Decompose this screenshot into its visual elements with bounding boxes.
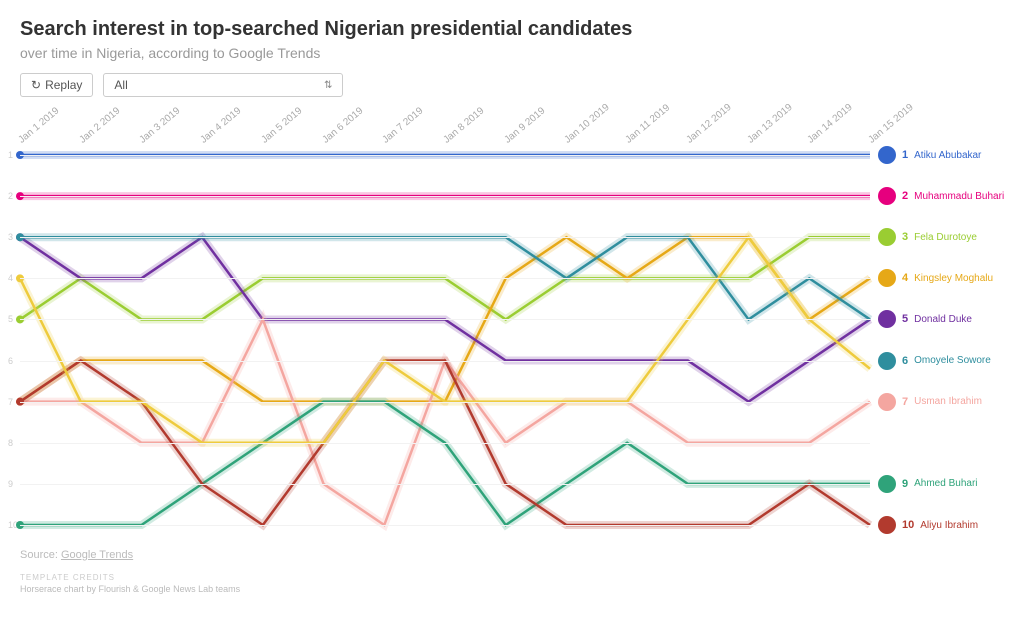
plot-region bbox=[20, 155, 870, 525]
legend-rank: 4 bbox=[902, 272, 908, 284]
y-label: 1 bbox=[8, 150, 13, 160]
source-line: Source: Google Trends bbox=[20, 549, 1004, 561]
replay-button[interactable]: ↻ Replay bbox=[20, 73, 93, 97]
legend-dot bbox=[878, 516, 896, 534]
legend-dot bbox=[878, 187, 896, 205]
y-label: 2 bbox=[8, 191, 13, 201]
chart-title: Search interest in top-searched Nigerian… bbox=[20, 18, 1004, 41]
x-label: Jan 5 2019 bbox=[259, 105, 304, 145]
y-label: 6 bbox=[8, 356, 13, 366]
legend-rank: 1 bbox=[902, 149, 908, 161]
y-label: 9 bbox=[8, 479, 13, 489]
y-label: 8 bbox=[8, 438, 13, 448]
legend-name: Muhammadu Buhari bbox=[914, 191, 1004, 202]
source-prefix: Source: bbox=[20, 549, 61, 561]
legend-dot bbox=[878, 269, 896, 287]
chevron-updown-icon: ⇅ bbox=[324, 80, 332, 91]
x-label: Jan 4 2019 bbox=[199, 105, 244, 145]
legend-item[interactable]: 9 Ahmed Buhari bbox=[878, 475, 978, 493]
replay-label: Replay bbox=[45, 78, 82, 92]
x-label: Jan 11 2019 bbox=[624, 102, 673, 145]
legend-dot bbox=[878, 310, 896, 328]
credits-header: TEMPLATE CREDITS bbox=[20, 573, 1004, 582]
x-label: Jan 7 2019 bbox=[381, 105, 426, 145]
legend-rank: 9 bbox=[902, 478, 908, 490]
legend-item[interactable]: 6 Omoyele Sowore bbox=[878, 352, 991, 370]
controls-row: ↻ Replay All ⇅ bbox=[20, 73, 1004, 97]
legend-dot bbox=[878, 475, 896, 493]
x-label: Jan 8 2019 bbox=[441, 105, 486, 145]
legend-dot bbox=[878, 352, 896, 370]
source-link[interactable]: Google Trends bbox=[61, 549, 133, 561]
legend-rank: 7 bbox=[902, 396, 908, 408]
legend-item[interactable]: 4 Kingsley Moghalu bbox=[878, 269, 993, 287]
legend-dot bbox=[878, 146, 896, 164]
legend-name: Kingsley Moghalu bbox=[914, 273, 993, 284]
x-label: Jan 6 2019 bbox=[320, 105, 365, 145]
legend-rank: 2 bbox=[902, 190, 908, 202]
x-label: Jan 10 2019 bbox=[563, 102, 612, 146]
legend-item[interactable]: 3 Fela Durotoye bbox=[878, 228, 977, 246]
legend-rank: 5 bbox=[902, 313, 908, 325]
x-label: Jan 1 2019 bbox=[16, 105, 61, 145]
legend-rank: 10 bbox=[902, 519, 914, 531]
legend-item[interactable]: 1 Atiku Abubakar bbox=[878, 146, 981, 164]
legend-rank: 6 bbox=[902, 355, 908, 367]
x-label: Jan 3 2019 bbox=[138, 105, 183, 145]
legend-dot bbox=[878, 228, 896, 246]
legend-item[interactable]: 5 Donald Duke bbox=[878, 310, 972, 328]
filter-dropdown[interactable]: All ⇅ bbox=[103, 73, 343, 97]
legend-dot bbox=[878, 393, 896, 411]
x-label: Jan 15 2019 bbox=[866, 102, 915, 146]
legend-name: Atiku Abubakar bbox=[914, 150, 981, 161]
x-label: Jan 12 2019 bbox=[684, 102, 733, 146]
legend-name: Fela Durotoye bbox=[914, 232, 977, 243]
y-label: 7 bbox=[8, 397, 13, 407]
legend-item[interactable]: 7 Usman Ibrahim bbox=[878, 393, 982, 411]
y-label: 5 bbox=[8, 314, 13, 324]
dropdown-label: All bbox=[114, 78, 127, 92]
legend-name: Ahmed Buhari bbox=[914, 478, 977, 489]
y-label: 3 bbox=[8, 232, 13, 242]
x-axis-labels: Jan 1 2019Jan 2 2019Jan 3 2019Jan 4 2019… bbox=[20, 105, 1004, 155]
chart-subtitle: over time in Nigeria, according to Googl… bbox=[20, 45, 1004, 61]
legend-name: Usman Ibrahim bbox=[914, 396, 982, 407]
legend-rank: 3 bbox=[902, 231, 908, 243]
legend-item[interactable]: 10 Aliyu Ibrahim bbox=[878, 516, 978, 534]
x-label: Jan 2 2019 bbox=[77, 105, 122, 145]
legend-name: Omoyele Sowore bbox=[914, 355, 991, 366]
x-label: Jan 13 2019 bbox=[745, 102, 794, 146]
legend-item[interactable]: 2 Muhammadu Buhari bbox=[878, 187, 1004, 205]
x-label: Jan 9 2019 bbox=[502, 105, 547, 145]
x-label: Jan 14 2019 bbox=[806, 102, 855, 146]
y-label: 4 bbox=[8, 273, 13, 283]
replay-icon: ↻ bbox=[31, 78, 41, 92]
legend-name: Aliyu Ibrahim bbox=[920, 520, 978, 531]
chart-area: Jan 1 2019Jan 2 2019Jan 3 2019Jan 4 2019… bbox=[20, 105, 1004, 535]
legend-name: Donald Duke bbox=[914, 314, 972, 325]
lines-svg bbox=[20, 155, 870, 525]
credits-text: Horserace chart by Flourish & Google New… bbox=[20, 584, 1004, 594]
